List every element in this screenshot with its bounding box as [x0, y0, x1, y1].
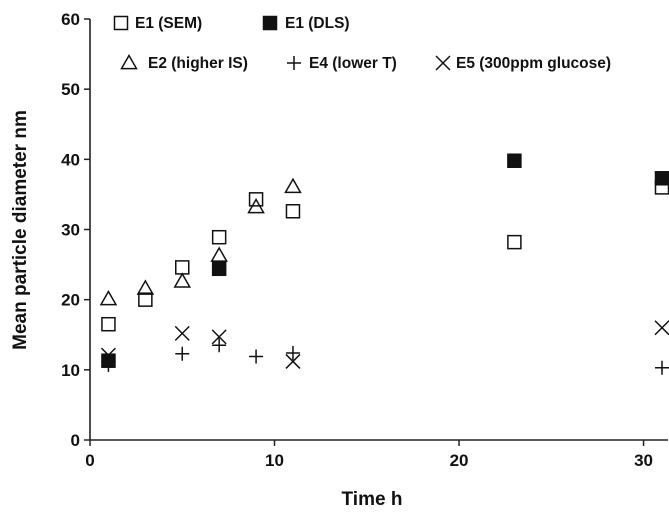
- point-plus: [175, 346, 190, 361]
- y-tick-label: 30: [61, 221, 80, 240]
- y-tick-label: 20: [61, 291, 80, 310]
- point-square-open: [138, 292, 153, 307]
- point-square-filled: [507, 153, 522, 168]
- point-square-filled: [654, 171, 669, 186]
- point-triangle-open: [136, 279, 155, 295]
- x-tick-label: 0: [85, 451, 94, 470]
- point-triangle-open: [173, 272, 192, 288]
- y-tick-label: 0: [71, 431, 80, 450]
- y-tick-label: 10: [61, 361, 80, 380]
- point-square-open: [175, 260, 190, 275]
- data-marks: [99, 153, 669, 375]
- legend: E1 (SEM) E1 (DLS) E2 (higher IS) E4 (lower …: [113, 15, 611, 72]
- y-axis-label: Mean particle diameter nm: [10, 110, 31, 350]
- ticks: 0 10 20 30 40 50 60 0 10 20 30: [61, 10, 653, 470]
- x-tick-label: 10: [265, 451, 284, 470]
- point-cross: [174, 325, 190, 341]
- legend-marker-triangle-open: [120, 53, 138, 70]
- point-plus: [655, 360, 669, 375]
- y-tick-label: 40: [61, 150, 80, 169]
- point-cross: [285, 353, 301, 369]
- point-cross: [211, 329, 227, 345]
- point-square-open: [101, 316, 116, 332]
- point-triangle-open: [247, 198, 265, 214]
- point-plus: [285, 345, 300, 360]
- legend-label: E1 (DLS): [285, 15, 350, 32]
- legend-marker-square-open: [113, 15, 129, 31]
- point-square-open: [285, 204, 301, 219]
- y-tick-label: 50: [61, 80, 80, 99]
- point-plus: [212, 338, 227, 353]
- axes: [89, 19, 668, 441]
- legend-marker-cross: [435, 55, 451, 71]
- legend-label: E1 (SEM): [135, 15, 202, 32]
- x-axis-label: Time h: [342, 489, 403, 510]
- point-triangle-open: [210, 246, 228, 262]
- point-square-filled: [101, 353, 116, 368]
- point-square-open: [507, 234, 522, 250]
- legend-label: E2 (higher IS): [148, 55, 248, 72]
- x-tick-label: 30: [634, 451, 653, 470]
- y-tick-label: 60: [61, 10, 80, 29]
- point-square-filled: [211, 261, 227, 277]
- point-square-open: [211, 229, 227, 245]
- point-plus: [249, 349, 264, 364]
- point-cross: [654, 320, 669, 336]
- point-triangle-open: [284, 177, 302, 194]
- legend-label: E5 (300ppm glucose): [456, 55, 611, 72]
- legend-marker-plus: [287, 56, 301, 70]
- legend-marker-square-filled: [262, 15, 278, 31]
- legend-label: E4 (lower T): [309, 55, 397, 72]
- point-triangle-open: [99, 289, 118, 306]
- x-tick-label: 20: [450, 451, 469, 470]
